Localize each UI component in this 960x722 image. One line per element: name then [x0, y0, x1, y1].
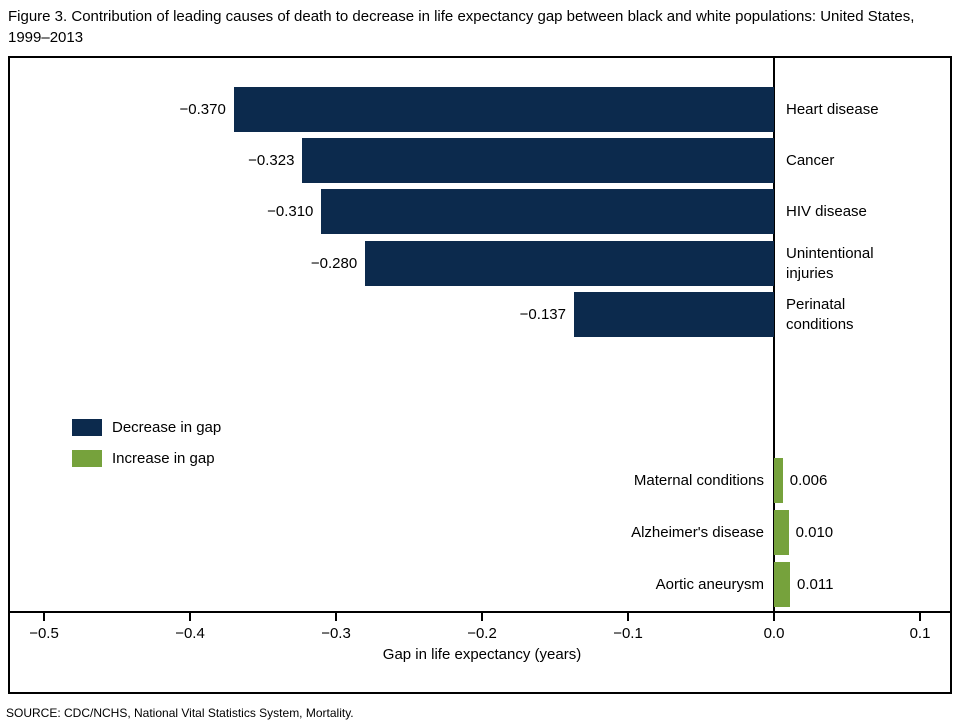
category-label-unintentional-injuries: Unintentional injuries: [786, 244, 874, 282]
category-label-perinatal-conditions: Perinatal conditions: [786, 295, 854, 333]
zero-baseline: [773, 58, 775, 611]
category-label-aortic-aneurysm: Aortic aneurysm: [655, 575, 764, 593]
legend-label-decrease: Decrease in gap: [112, 419, 222, 436]
x-tick-0-1: [919, 613, 921, 621]
x-tick-label-0-5: −0.5: [29, 625, 59, 642]
legend-item-increase: Increase in gap: [72, 450, 215, 467]
value-label-unintentional-injuries: −0.280: [310, 255, 358, 272]
value-label-alzheimer-s-disease: 0.010: [795, 524, 834, 541]
x-tick-0-4: [189, 613, 191, 621]
bar-unintentional-injuries: [365, 241, 774, 286]
x-axis-line: [10, 611, 950, 613]
legend-swatch-increase: [72, 450, 102, 467]
x-tick-label-0-0: 0.0: [763, 625, 785, 642]
bar-maternal-conditions: [774, 458, 783, 503]
source-note: SOURCE: CDC/NCHS, National Vital Statist…: [6, 706, 354, 720]
x-tick-0-1: [627, 613, 629, 621]
legend-swatch-decrease: [72, 419, 102, 436]
x-tick-label-0-2: −0.2: [467, 625, 497, 642]
x-tick-label-0-1: −0.1: [613, 625, 643, 642]
value-label-aortic-aneurysm: 0.011: [797, 576, 834, 593]
bar-hiv-disease: [321, 189, 774, 234]
x-axis-label: Gap in life expectancy (years): [382, 646, 582, 663]
bar-heart-disease: [233, 87, 774, 132]
value-label-hiv-disease: −0.310: [267, 203, 314, 220]
legend-label-increase: Increase in gap: [112, 450, 215, 467]
x-tick-label-0-1: 0.1: [909, 625, 931, 642]
bar-cancer: [302, 138, 774, 183]
category-label-cancer: Cancer: [786, 151, 835, 169]
chart-frame: −0.5 −0.4 −0.3 −0.2 −0.1 0.0 0.1 −0.370 Heart di…: [8, 56, 952, 694]
x-tick-0-0: [773, 613, 775, 621]
x-tick-0-3: [335, 613, 337, 621]
figure-page: Figure 3. Contribution of leading causes…: [6, 8, 952, 720]
bar-alzheimer-s-disease: [774, 510, 789, 555]
category-label-hiv-disease: HIV disease: [786, 202, 867, 220]
x-tick-0-2: [481, 613, 483, 621]
figure-title: Figure 3. Contribution of leading causes…: [8, 8, 915, 46]
category-label-maternal-conditions: Maternal conditions: [633, 471, 764, 489]
value-label-perinatal-conditions: −0.137: [519, 306, 566, 323]
category-label-heart-disease: Heart disease: [786, 100, 879, 118]
value-label-heart-disease: −0.370: [179, 101, 226, 118]
plot-area: −0.5 −0.4 −0.3 −0.2 −0.1 0.0 0.1 −0.370 Heart di…: [10, 58, 950, 692]
value-label-maternal-conditions: 0.006: [789, 472, 828, 489]
x-tick-0-5: [43, 613, 45, 621]
x-tick-label-0-3: −0.3: [321, 625, 351, 642]
bar-aortic-aneurysm: [774, 562, 791, 607]
legend-item-decrease: Decrease in gap: [72, 419, 221, 436]
x-tick-label-0-4: −0.4: [175, 625, 205, 642]
value-label-cancer: −0.323: [248, 152, 295, 169]
category-label-alzheimer-s-disease: Alzheimer's disease: [631, 523, 764, 541]
bar-perinatal-conditions: [573, 292, 774, 337]
